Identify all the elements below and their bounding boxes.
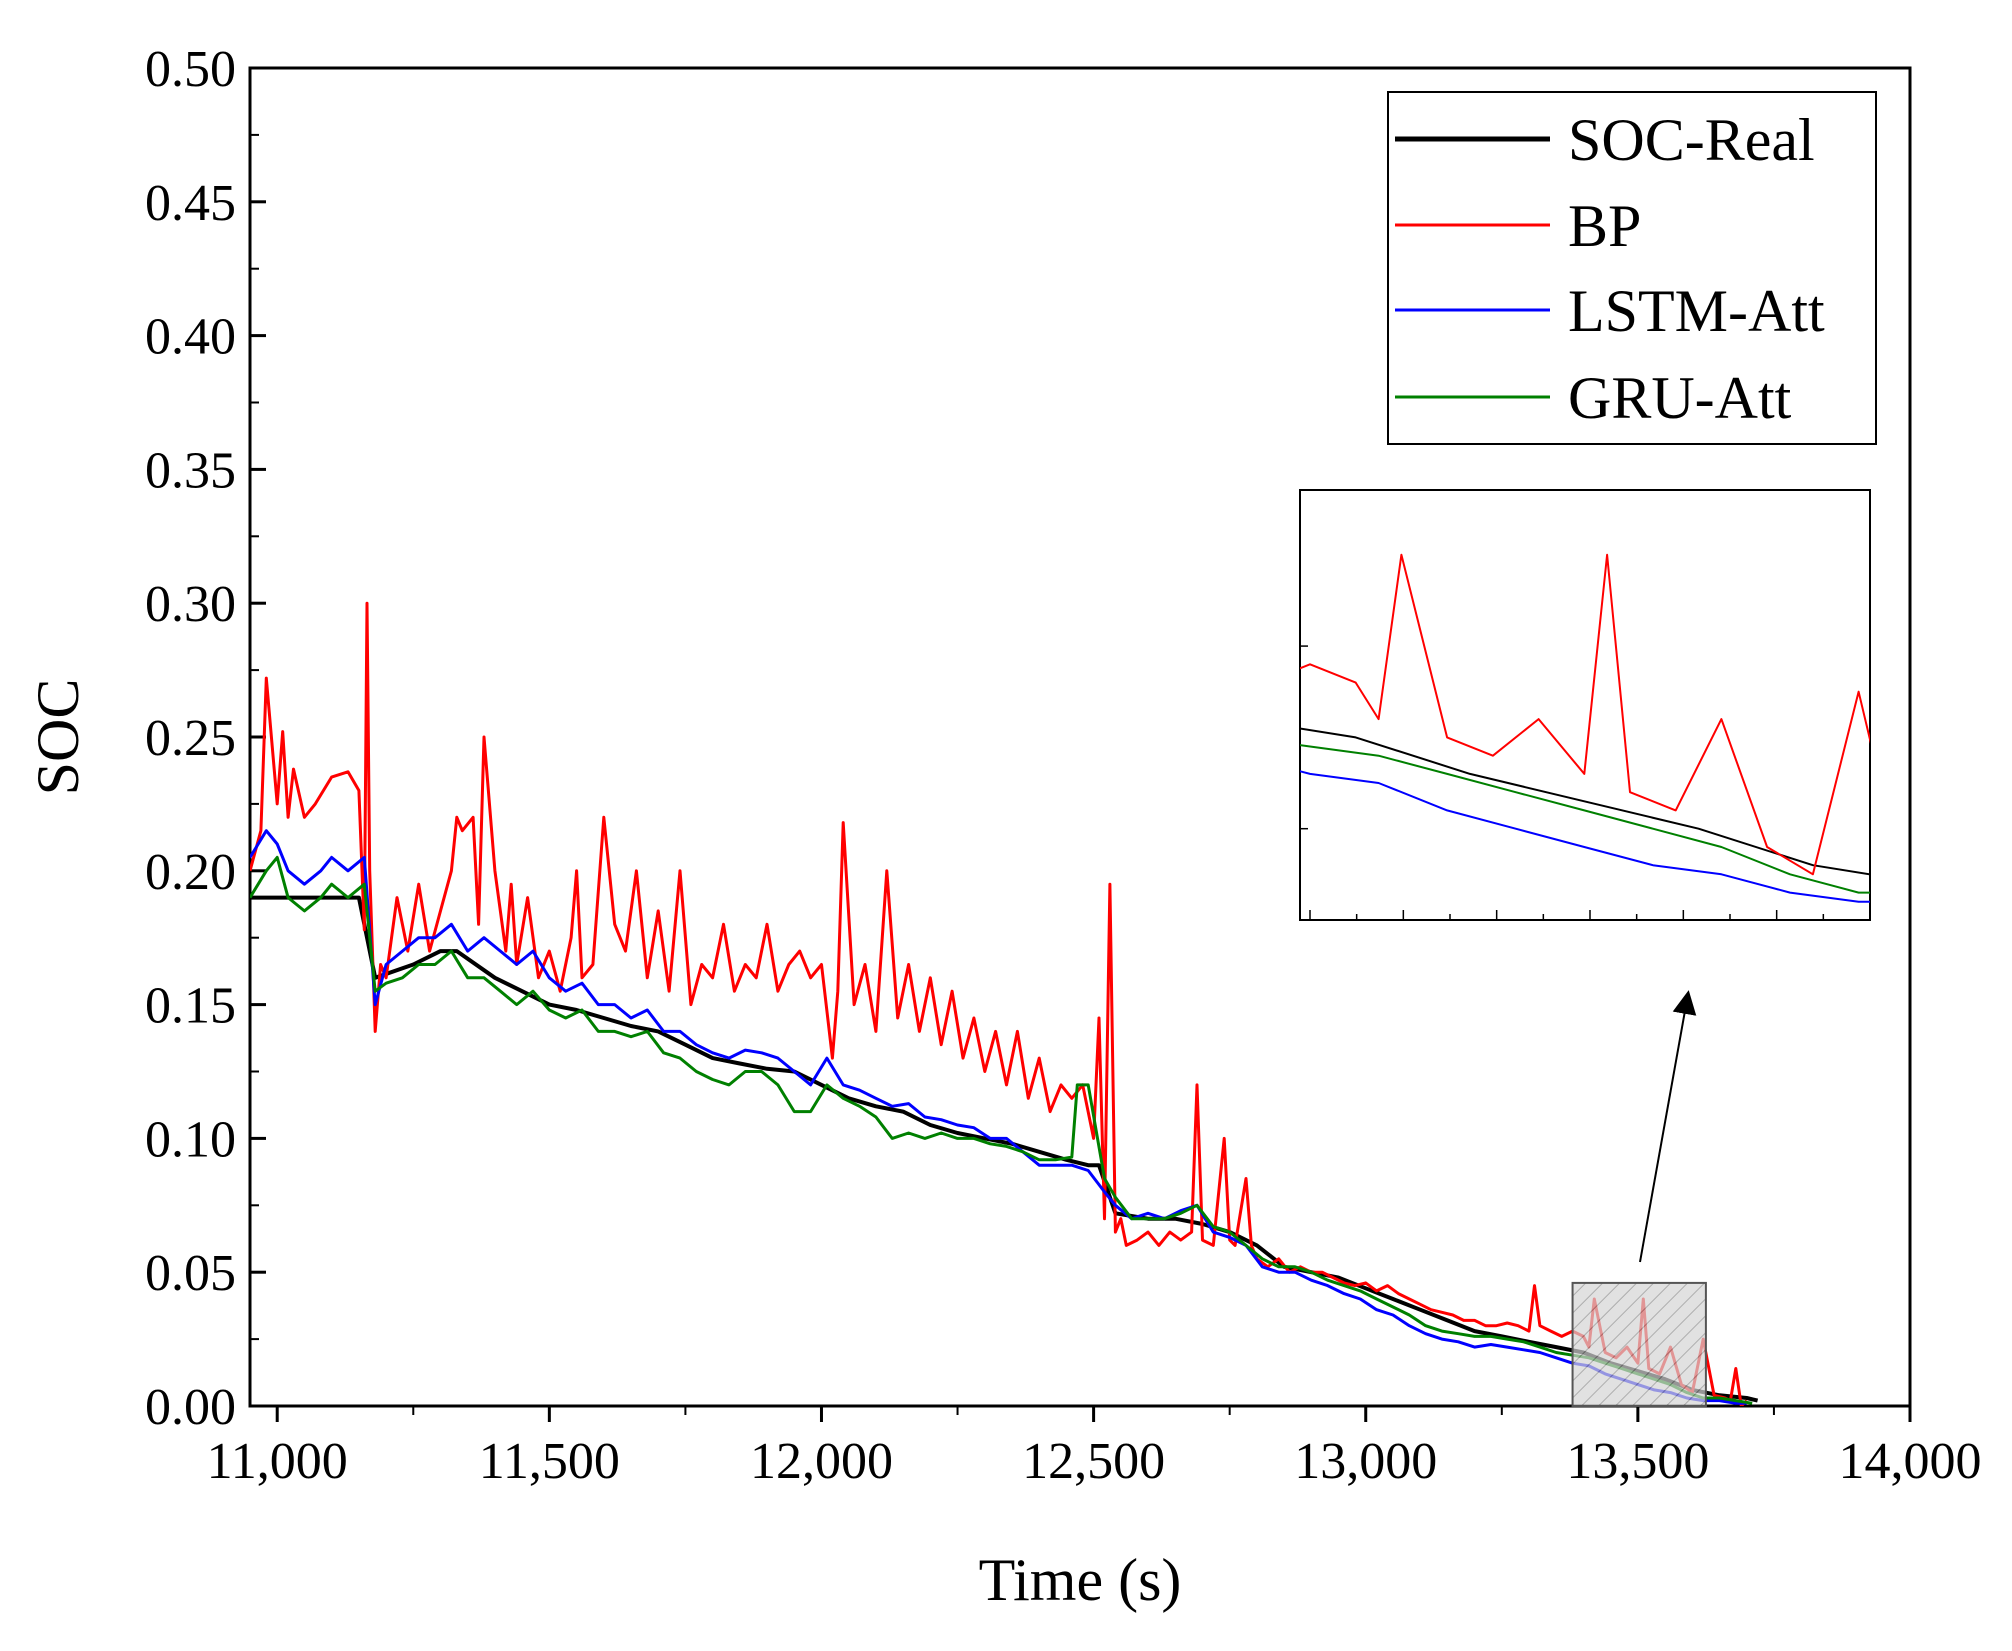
legend-label-bp: BP bbox=[1568, 193, 1641, 259]
inset-series-line-bp bbox=[1300, 553, 1870, 876]
inset-series-line-soc-real bbox=[1300, 727, 1870, 876]
series-line-soc-real bbox=[250, 895, 1759, 1403]
y-tick-label: 0.20 bbox=[145, 844, 236, 901]
x-tick-label: 11,500 bbox=[479, 1433, 620, 1490]
y-tick-label: 0.45 bbox=[145, 175, 236, 232]
legend-label-lstm-att: LSTM-Att bbox=[1568, 278, 1825, 344]
y-tick-label: 0.15 bbox=[145, 978, 236, 1035]
legend-box bbox=[1387, 91, 1877, 445]
y-tick-label: 0.35 bbox=[145, 442, 236, 499]
x-tick-label: 13,000 bbox=[1294, 1433, 1437, 1490]
zoom-region-box bbox=[1571, 1281, 1707, 1408]
series-line-bp bbox=[250, 601, 1748, 1406]
legend-label-gru-att: GRU-Att bbox=[1568, 365, 1792, 431]
axes-ticks: 0.00 0.05 0.10 0.15 0.20 0.25 0.30 0.35 0.40 0.45… bbox=[145, 41, 1982, 1490]
inset-series-line-lstm-att bbox=[1300, 770, 1870, 903]
x-tick-label: 11,000 bbox=[207, 1433, 348, 1490]
x-tick-label: 12,500 bbox=[1022, 1433, 1165, 1490]
y-tick-label: 0.50 bbox=[145, 41, 236, 98]
y-tick-label: 0.10 bbox=[145, 1111, 236, 1168]
y-tick-label: 0.30 bbox=[145, 576, 236, 633]
x-tick-label: 13,500 bbox=[1566, 1433, 1709, 1490]
series-line-gru-att bbox=[250, 855, 1753, 1405]
series-line-lstm-att bbox=[250, 829, 1747, 1405]
x-axis-label: Time (s) bbox=[979, 1547, 1182, 1613]
series-group bbox=[250, 601, 1759, 1406]
x-tick-label: 12,000 bbox=[750, 1433, 893, 1490]
y-tick-label: 0.25 bbox=[145, 710, 236, 767]
y-tick-label: 0.40 bbox=[145, 309, 236, 366]
y-tick-label: 0.05 bbox=[145, 1245, 236, 1302]
zoom-arrow bbox=[1639, 990, 1697, 1263]
inset-ticks bbox=[1300, 645, 1871, 920]
y-tick-label: 0.00 bbox=[145, 1379, 236, 1436]
x-tick-label: 14,000 bbox=[1839, 1433, 1982, 1490]
inset-series-group bbox=[1300, 553, 1870, 903]
inset-frame bbox=[1299, 489, 1871, 921]
legend-label-soc-real: SOC-Real bbox=[1568, 107, 1815, 173]
y-axis-label: SOC bbox=[25, 679, 91, 796]
legend: SOC-Real BP LSTM-Att GRU-Att bbox=[1387, 91, 1877, 445]
inset-series-line-gru-att bbox=[1300, 744, 1870, 894]
